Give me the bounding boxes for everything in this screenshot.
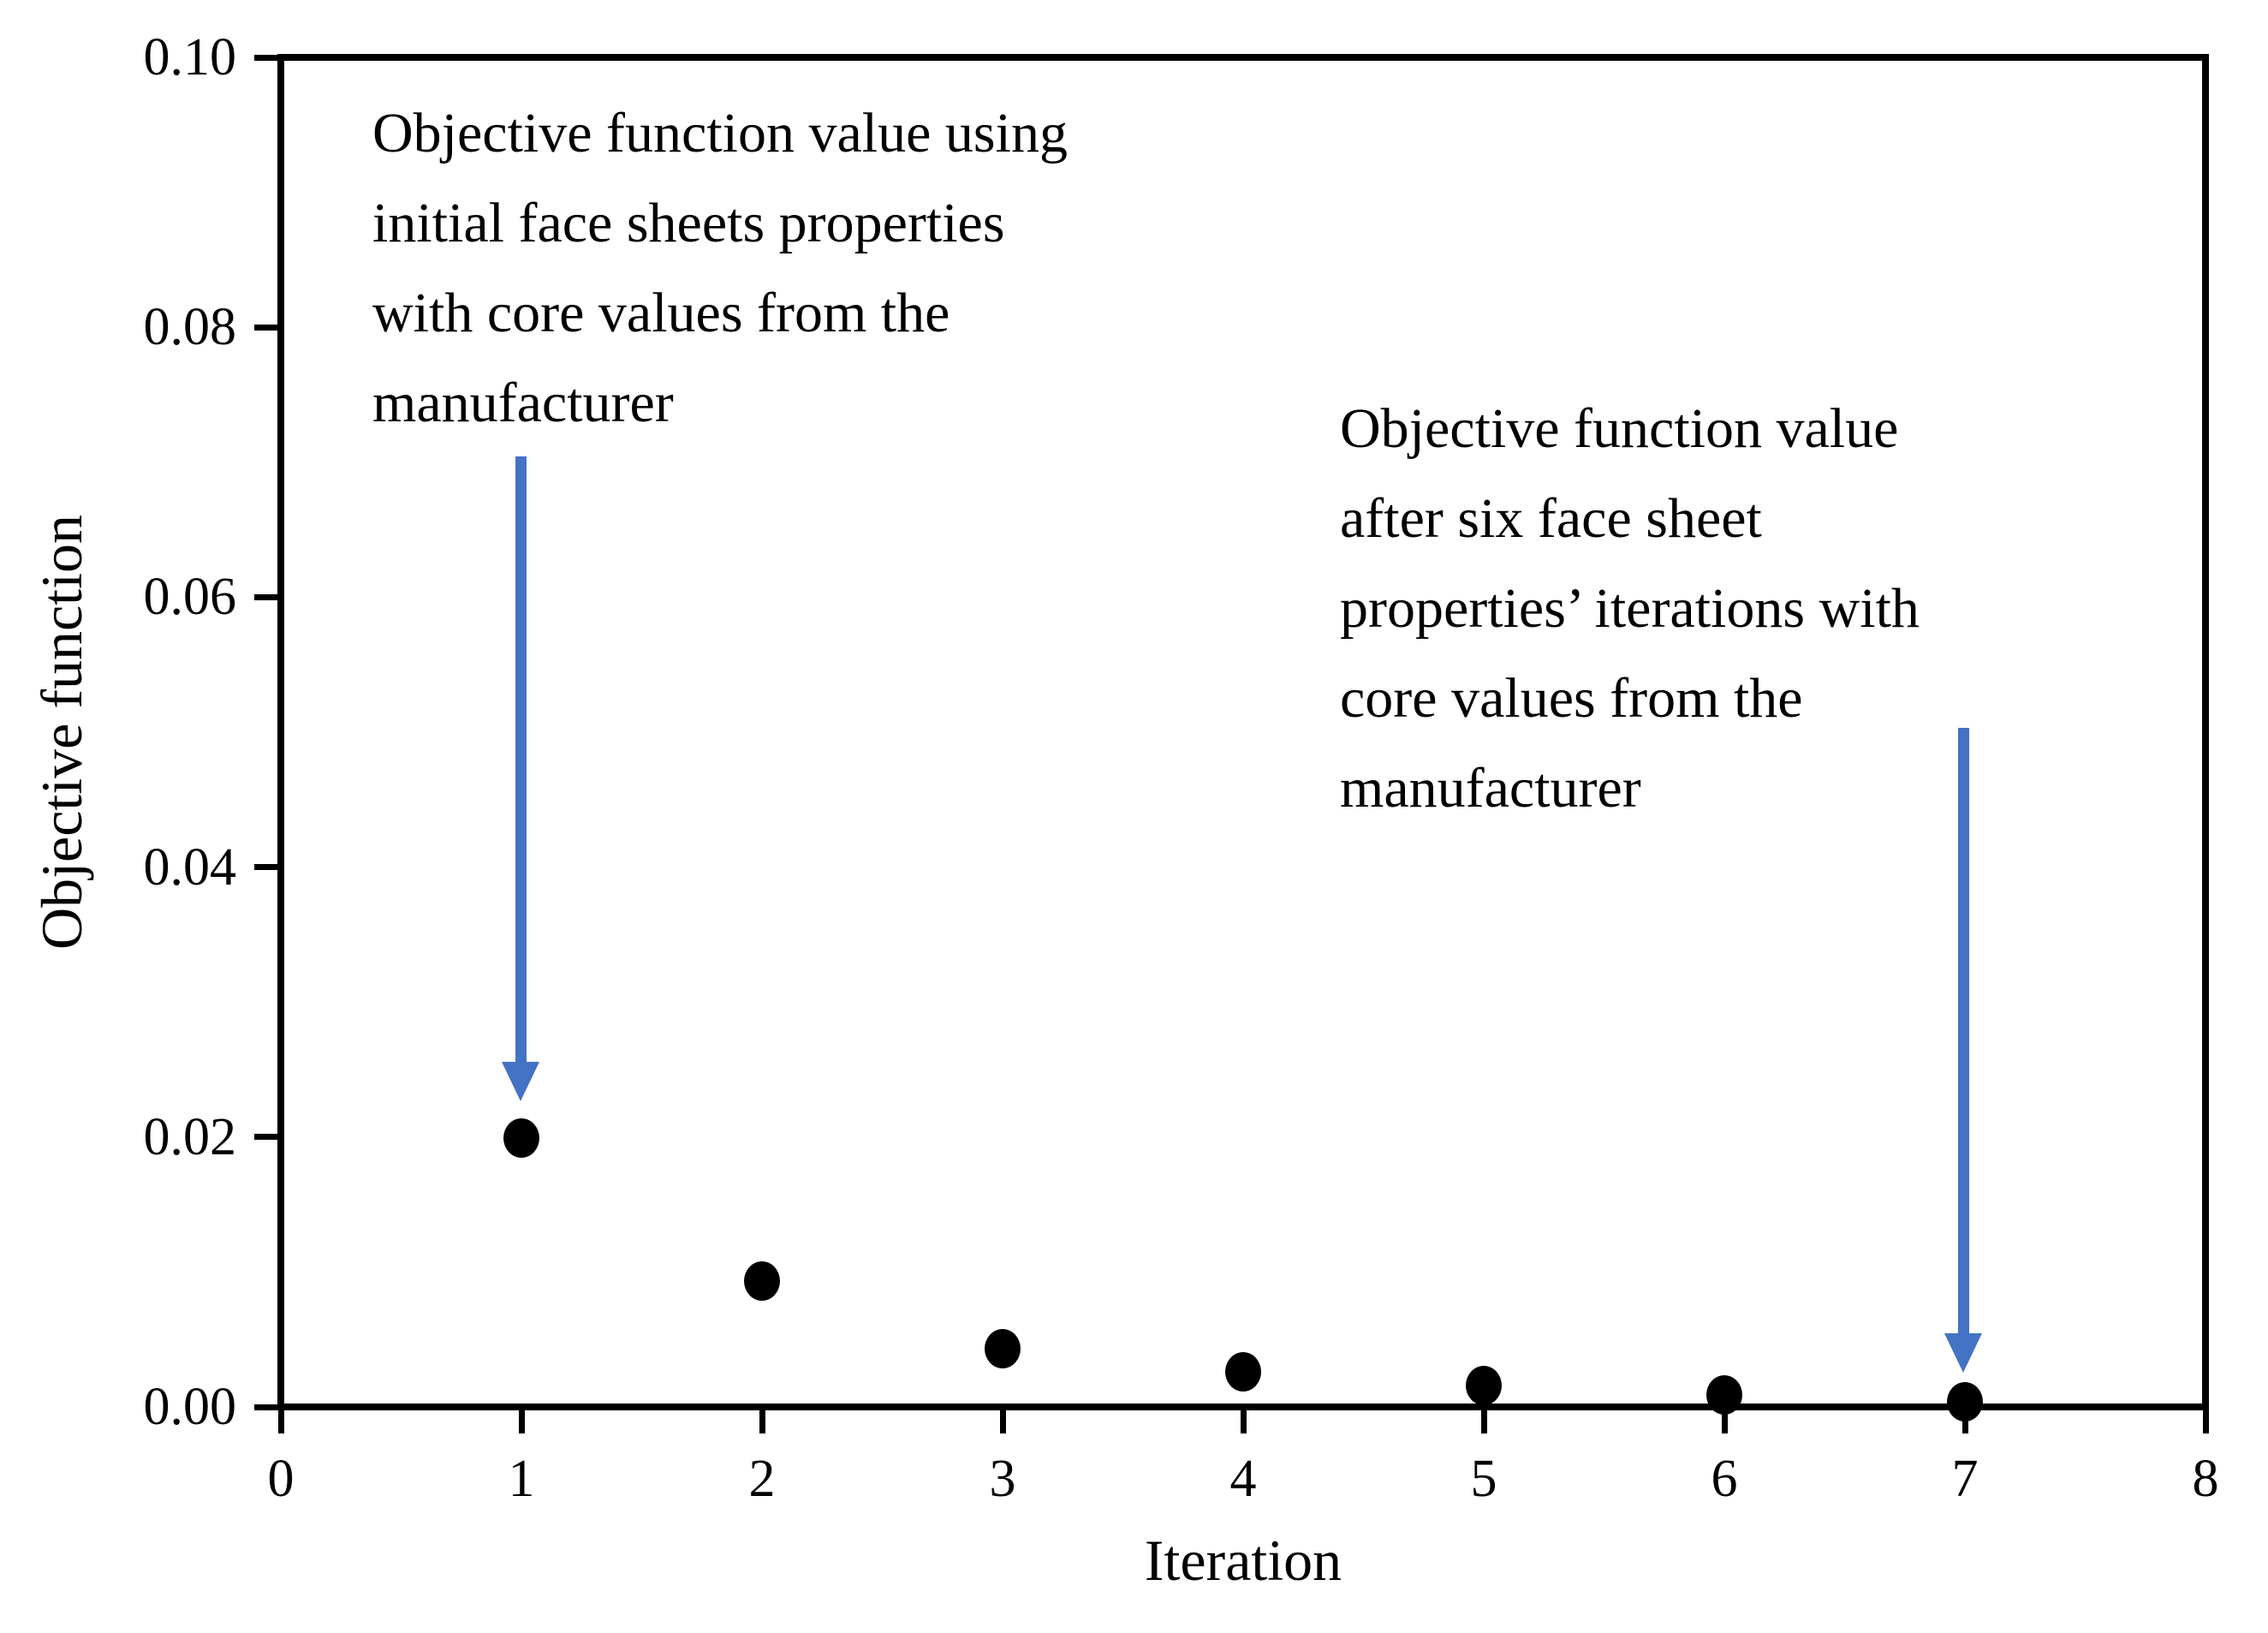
x-axis-tick bbox=[2202, 1410, 2209, 1433]
arrow-head bbox=[1944, 1333, 1982, 1373]
data-point bbox=[1947, 1381, 1983, 1421]
x-axis-tick bbox=[1961, 1410, 1968, 1433]
x-tick-label: 6 bbox=[1711, 1450, 1738, 1508]
down-arrow-icon bbox=[1944, 728, 1982, 1373]
x-tick-label: 2 bbox=[748, 1450, 776, 1508]
y-tick-label: 0.02 bbox=[143, 1107, 237, 1166]
annotation-line: with core values from the bbox=[372, 282, 950, 344]
y-axis-tick bbox=[254, 324, 277, 331]
data-point bbox=[503, 1118, 539, 1159]
y-axis-tick bbox=[254, 54, 277, 61]
x-axis-tick bbox=[1240, 1410, 1247, 1433]
x-tick-label: 1 bbox=[508, 1450, 535, 1508]
data-point bbox=[1706, 1374, 1742, 1415]
down-arrow-icon bbox=[502, 456, 539, 1101]
x-tick-label: 7 bbox=[1951, 1450, 1979, 1508]
x-tick-label: 4 bbox=[1229, 1450, 1257, 1508]
annotation-line: core values from the bbox=[1340, 667, 1803, 730]
y-tick-label: 0.10 bbox=[143, 28, 237, 86]
arrow-shaft bbox=[1958, 728, 1969, 1333]
y-tick-label: 0.06 bbox=[143, 568, 237, 627]
y-tick-label: 0.08 bbox=[143, 298, 237, 357]
y-axis-tick bbox=[254, 1404, 277, 1410]
data-point bbox=[744, 1261, 780, 1302]
x-axis-tick bbox=[1480, 1410, 1487, 1433]
x-tick-label: 8 bbox=[2192, 1450, 2219, 1508]
arrow-head bbox=[502, 1062, 539, 1101]
annotation-initial-value: Objective function value using initial f… bbox=[372, 88, 1068, 448]
plot-area bbox=[277, 54, 2209, 1410]
y-tick-label: 0.04 bbox=[143, 837, 237, 897]
x-tick-label: 5 bbox=[1470, 1450, 1497, 1508]
y-axis-tick bbox=[254, 1134, 277, 1141]
annotation-line: initial face sheets properties bbox=[372, 192, 1005, 254]
data-point bbox=[1466, 1365, 1502, 1405]
arrow-shaft bbox=[515, 456, 527, 1062]
x-axis-tick bbox=[1721, 1410, 1728, 1433]
x-axis-tick bbox=[518, 1410, 525, 1433]
x-axis-tick bbox=[759, 1410, 765, 1433]
y-axis-title: Objective function bbox=[29, 515, 94, 950]
data-point bbox=[985, 1329, 1021, 1369]
annotation-line: Objective function value using bbox=[372, 102, 1068, 164]
x-axis-tick bbox=[277, 1410, 284, 1433]
annotation-line: manufacturer bbox=[372, 372, 674, 434]
annotation-line: properties’ iterations with bbox=[1340, 577, 1920, 640]
x-axis-title: Iteration bbox=[1144, 1528, 1342, 1593]
y-axis-tick bbox=[254, 864, 277, 871]
annotation-line: manufacturer bbox=[1340, 757, 1641, 819]
annotation-final-value: Objective function value after six face … bbox=[1340, 384, 1920, 833]
x-axis-tick bbox=[999, 1410, 1006, 1433]
data-point bbox=[1225, 1352, 1261, 1392]
x-tick-label: 0 bbox=[267, 1450, 295, 1508]
x-tick-label: 3 bbox=[989, 1450, 1016, 1508]
y-axis-tick bbox=[254, 593, 277, 600]
y-tick-label: 0.00 bbox=[143, 1378, 237, 1436]
annotation-line: Objective function value bbox=[1340, 397, 1899, 460]
annotation-line: after six face sheet bbox=[1340, 487, 1762, 550]
